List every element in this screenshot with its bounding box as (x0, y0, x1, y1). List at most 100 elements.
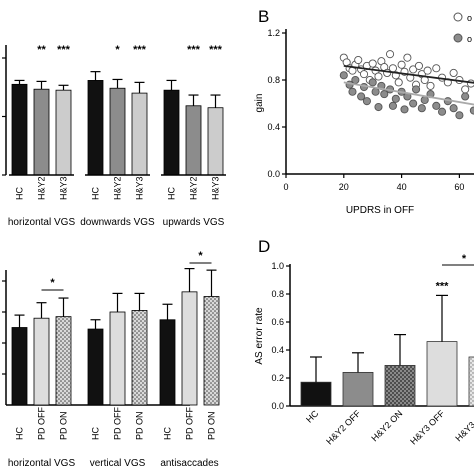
y-tick-label: 0.8 (271, 289, 284, 299)
scatter-point (394, 78, 403, 87)
bar (159, 319, 176, 406)
significance-star: *** (187, 44, 201, 56)
x-tick-label: H&Y3 (135, 176, 145, 200)
scatter-point (368, 78, 377, 87)
panel-a: HC ** H&Y2 *** H&Y3 horizontal VGS HC * H&Y2 *** H… (2, 44, 226, 228)
significance-star: *** (209, 44, 223, 56)
scatter-point (438, 107, 447, 116)
group-label: horizontal VGS (8, 458, 76, 469)
scatter-point (362, 97, 371, 106)
x-axis-label: UPDRS in OFF (346, 205, 414, 216)
legend-label: o (467, 34, 472, 44)
group-label: horizontal VGS (8, 217, 76, 228)
significance-star: *** (436, 280, 450, 292)
x-tick-label: H&Y3 OFF (408, 408, 447, 447)
panel-label-d: D (258, 237, 270, 256)
y-tick-label: 1.2 (267, 28, 280, 38)
bar (207, 107, 224, 176)
significance-star: *** (133, 44, 147, 56)
scatter-point (354, 55, 363, 65)
scatter-point (368, 59, 377, 68)
bar (55, 89, 72, 176)
x-tick-label: PD OFF (113, 406, 123, 440)
scatter-point (423, 66, 432, 75)
x-tick-label: PD ON (135, 411, 145, 440)
scatter-point (449, 104, 458, 113)
scatter-point (449, 68, 458, 77)
legend-label: o (467, 13, 472, 23)
y-axis-label: AS error rate (254, 307, 265, 365)
legend-marker-open (453, 12, 463, 22)
bar (203, 296, 220, 406)
x-tick-label: HC (167, 187, 177, 200)
bar (87, 328, 104, 406)
significance-star: *** (57, 44, 71, 56)
significance-star: ** (37, 44, 46, 56)
y-tick-label: 0.2 (271, 373, 284, 383)
bar (468, 356, 474, 407)
x-tick-label: HC (91, 187, 101, 200)
x-tick-label: H&Y2 ON (369, 408, 404, 443)
scatter-point (432, 101, 441, 110)
x-tick-label: PD ON (59, 411, 69, 440)
scatter-point (461, 92, 470, 101)
scatter-point (461, 85, 470, 94)
bar (163, 89, 180, 176)
scatter-point (414, 61, 423, 70)
scatter-point (409, 65, 418, 74)
regression-line (343, 81, 474, 106)
scatter-point (348, 87, 357, 96)
scatter-point (374, 102, 383, 112)
scatter-point (432, 64, 441, 73)
x-tick-label: 20 (339, 182, 349, 192)
scatter-point (374, 72, 383, 81)
x-tick-label: 0 (283, 182, 288, 192)
x-tick-label: H&Y2 (37, 176, 47, 200)
scatter-point (426, 81, 435, 90)
panel-c: HC PD OFF PD ON horizontal VGS HC PD OFF PD ON… (2, 250, 220, 469)
y-tick-label: 0.6 (271, 317, 284, 327)
y-tick-label: 0.4 (271, 345, 284, 355)
bar (300, 381, 332, 407)
scatter-point (411, 85, 421, 94)
scatter-point (385, 50, 395, 59)
x-tick-label: H&Y3 (59, 176, 69, 200)
bar (384, 364, 416, 407)
x-tick-label: HC (91, 427, 101, 440)
scatter-point (351, 75, 360, 85)
x-tick-label: H&Y2 (113, 176, 123, 200)
scatter-point (388, 64, 397, 73)
scatter-point (357, 92, 366, 101)
group-label: antisaccades (160, 458, 218, 469)
scatter-point (371, 87, 380, 96)
bar (426, 341, 458, 407)
scatter-point (339, 71, 348, 80)
bar (11, 327, 28, 406)
panel-b: 0.0 0.4 0.8 1.2 0 20 40 60 UPDRS in OFF gain o o (254, 12, 474, 216)
x-tick-label: HC (15, 187, 25, 200)
group-label: vertical VGS (90, 458, 146, 469)
y-tick-label: 1.0 (271, 261, 284, 271)
scatter-point (455, 111, 464, 120)
bar (342, 371, 374, 407)
group-label: upwards VGS (163, 217, 225, 228)
significance-star: * (115, 44, 120, 56)
bar (185, 105, 202, 176)
significance-star: * (198, 250, 203, 262)
scatter-point (388, 101, 397, 110)
x-tick-label: H&Y3 ON (453, 408, 474, 443)
x-tick-label: 60 (454, 182, 464, 192)
significance-star: * (462, 253, 467, 265)
panel-d: 0.0 0.2 0.4 0.6 0.8 1.0 AS error rate HC H&Y2 OF… (254, 253, 474, 447)
x-tick-label: PD ON (207, 411, 217, 440)
bar (109, 311, 126, 406)
x-tick-label: HC (15, 427, 25, 440)
x-tick-label: PD OFF (37, 406, 47, 440)
scatter-point (359, 70, 369, 79)
x-tick-label: HC (163, 427, 173, 440)
bar (87, 80, 104, 176)
bar (55, 316, 72, 406)
scatter-point (397, 60, 406, 69)
scatter-point (391, 94, 400, 103)
